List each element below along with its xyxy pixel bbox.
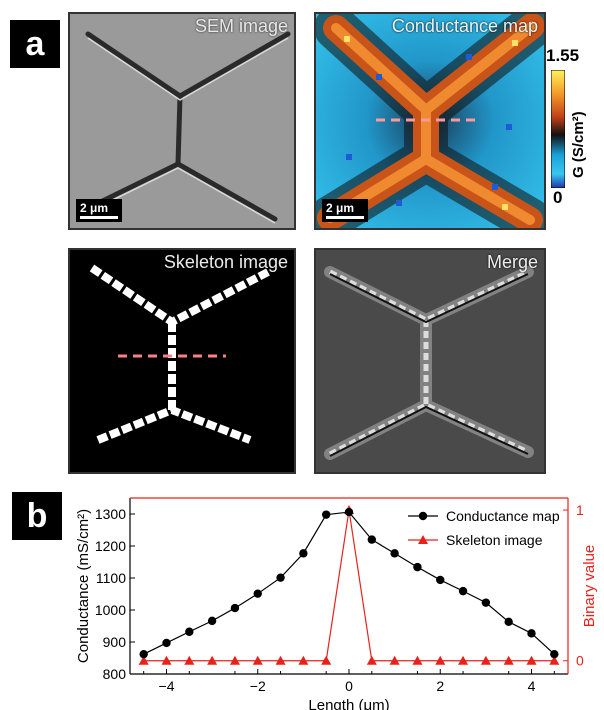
x-tick-label: 4 xyxy=(528,678,536,694)
skeleton-point xyxy=(366,655,377,665)
legend-conductance-label: Conductance map xyxy=(446,508,560,524)
skeleton-point xyxy=(184,655,195,665)
conductance-point xyxy=(230,603,240,613)
sem-image-panel: SEM image 2 μm xyxy=(68,12,296,230)
colorbar-label: G (S/cm²) xyxy=(570,111,587,178)
skeleton-point xyxy=(480,655,491,665)
skeleton-point xyxy=(412,655,423,665)
conductance-profile-chart: −4 −2 0 2 4 800 900 1000 1100 1200 1300 0 1 Length (μ… xyxy=(75,497,598,710)
y-tick-label: 1100 xyxy=(96,570,126,586)
conductance-point xyxy=(504,617,513,627)
legend-skeleton-label: Skeleton image xyxy=(446,532,543,548)
x-tick-label: −4 xyxy=(159,678,175,694)
conductance-point xyxy=(344,507,354,517)
conductance-point xyxy=(550,649,559,659)
skeleton-point xyxy=(526,655,537,665)
legend-conductance-marker xyxy=(418,511,428,521)
panel-a-label: a xyxy=(10,20,60,68)
merge-title: Merge xyxy=(486,252,538,272)
skeleton-point xyxy=(435,655,446,665)
skeleton-point xyxy=(321,655,332,665)
skeleton-point xyxy=(138,655,149,665)
colorbar-max: 1.55 xyxy=(546,46,580,65)
conductance-point xyxy=(436,575,445,585)
skeleton-point xyxy=(503,655,514,665)
y-tick-label: 900 xyxy=(103,634,127,650)
conductance-point xyxy=(276,573,285,582)
x-axis-label: Length (μm) xyxy=(308,697,389,710)
colorbar-min: 0 xyxy=(553,188,563,207)
skeleton-point xyxy=(389,655,400,665)
x-tick-label: 0 xyxy=(345,678,353,694)
conductance-scale-label: 2 μm xyxy=(326,201,355,215)
conductance-point xyxy=(299,549,308,558)
merge-image xyxy=(316,250,544,472)
conductance-point xyxy=(207,616,217,626)
y-tick-label: 1200 xyxy=(95,538,126,554)
skeleton-image-title: Skeleton image xyxy=(163,252,288,272)
x-tick-label: 2 xyxy=(436,678,444,694)
sem-image xyxy=(70,14,294,228)
skeleton-point xyxy=(252,655,263,665)
sem-image-title: SEM image xyxy=(194,16,288,36)
conductance-map-image xyxy=(316,14,544,228)
conductance-point xyxy=(390,549,399,558)
conductance-point xyxy=(367,535,377,544)
sem-scale-label: 2 μm xyxy=(80,201,109,215)
y2-tick-label: 0 xyxy=(576,653,584,669)
skeleton-point xyxy=(275,655,286,665)
y-tick-label: 1300 xyxy=(95,506,126,522)
conductance-point xyxy=(527,629,536,638)
conductance-point xyxy=(321,510,331,519)
y2-tick-label: 1 xyxy=(576,502,584,518)
skeleton-point xyxy=(207,655,218,665)
conductance-map-title: Conductance map xyxy=(391,16,538,36)
sem-scale-bar: 2 μm xyxy=(76,199,122,222)
y-tick-label: 1000 xyxy=(95,602,126,618)
x-tick-label: −2 xyxy=(250,678,266,694)
conductance-point xyxy=(139,649,148,659)
conductance-point xyxy=(413,562,422,572)
skeleton-point xyxy=(229,655,240,665)
merge-panel: Merge xyxy=(314,248,546,474)
y2-axis-label: Binary value xyxy=(581,545,598,628)
conductance-point xyxy=(458,586,468,596)
conductance-point xyxy=(185,627,194,636)
skeleton-point xyxy=(161,655,172,665)
conductance-point xyxy=(481,598,491,607)
skeleton-image xyxy=(70,250,294,472)
skeleton-point xyxy=(549,655,560,665)
colorbar-gradient xyxy=(551,70,565,188)
conductance-point xyxy=(162,638,171,648)
y-axis-label: Conductance (mS/cm²) xyxy=(75,509,92,663)
conductance-map-panel: Conductance map 2 μm xyxy=(314,12,546,230)
y-tick-label: 800 xyxy=(103,666,127,682)
conductance-scale-bar: 2 μm xyxy=(322,199,368,222)
panel-b-label: b xyxy=(12,492,62,540)
skeleton-point xyxy=(298,655,309,665)
conductance-point xyxy=(253,589,262,598)
legend-skeleton-marker xyxy=(418,535,428,544)
skeleton-point xyxy=(458,655,469,665)
skeleton-image-panel: Skeleton image xyxy=(68,248,296,474)
